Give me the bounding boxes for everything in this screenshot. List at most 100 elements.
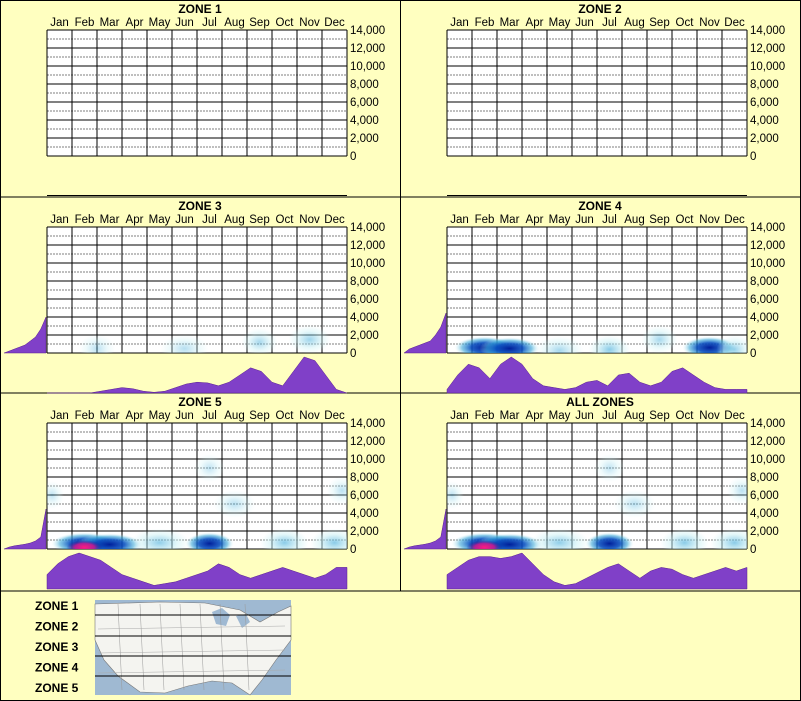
- monthly-profile: [446, 552, 748, 590]
- month-label: Oct: [676, 214, 695, 226]
- state-border: [97, 669, 286, 674]
- month-label: Mar: [100, 410, 120, 422]
- y-tick-label: 14,000: [350, 25, 385, 37]
- month-label: Jun: [575, 410, 594, 422]
- y-tick-label: 10,000: [750, 258, 785, 270]
- month-label: Jun: [575, 214, 594, 226]
- y-tick-label: 6,000: [350, 294, 379, 306]
- y-tick-label: 6,000: [750, 97, 779, 109]
- month-label: Apr: [126, 410, 144, 422]
- month-label: Jul: [602, 214, 617, 226]
- y-tick-label: 8,000: [350, 276, 379, 288]
- month-label: Jul: [602, 17, 617, 29]
- month-label: Jun: [575, 17, 594, 29]
- y-tick-label: 2,000: [750, 330, 779, 342]
- month-label: Jan: [450, 214, 469, 226]
- panel-title: ZONE 2: [578, 2, 622, 16]
- y-tick-label: 2,000: [350, 526, 379, 538]
- heat-blob: [588, 335, 631, 353]
- month-label: Apr: [126, 214, 144, 226]
- month-label: Jun: [175, 410, 194, 422]
- y-tick-label: 10,000: [350, 454, 385, 466]
- heat-layer: [447, 454, 747, 549]
- heat-blob: [241, 328, 278, 353]
- zone-panel: ZONE 2 Jan Feb Mar Apr May Jun Jul Aug Sep Oct Nov D…: [446, 2, 785, 196]
- month-label: Feb: [75, 410, 95, 422]
- y-tick-label: 0: [750, 151, 756, 163]
- heat-blob: [288, 325, 331, 353]
- month-label: Sep: [649, 214, 669, 226]
- month-label: Apr: [526, 410, 544, 422]
- month-label: Aug: [624, 410, 644, 422]
- heat-blob: [594, 454, 625, 482]
- month-label: Dec: [324, 410, 345, 422]
- heat-blob: [260, 528, 309, 549]
- month-label: Aug: [624, 17, 644, 29]
- y-tick-label: 10,000: [750, 61, 785, 73]
- month-label: Mar: [100, 214, 120, 226]
- elevation-profile: [3, 508, 47, 550]
- month-label: Nov: [699, 214, 720, 226]
- y-tick-label: 4,000: [350, 508, 379, 520]
- month-label: Oct: [276, 410, 295, 422]
- heat-blob: [79, 334, 115, 353]
- y-tick-label: 12,000: [750, 436, 785, 448]
- y-tick-label: 14,000: [750, 25, 785, 37]
- y-tick-label: 10,000: [350, 61, 385, 73]
- heat-blob: [185, 532, 234, 549]
- y-tick-label: 8,000: [350, 79, 379, 91]
- month-label: Apr: [526, 17, 544, 29]
- heat-blob: [310, 528, 347, 549]
- heat-blob: [160, 334, 209, 353]
- y-tick-label: 10,000: [350, 258, 385, 270]
- legend-zone-label: ZONE 5: [35, 681, 79, 695]
- y-tick-label: 8,000: [750, 472, 779, 484]
- month-label: Oct: [276, 17, 295, 29]
- heat-blob: [479, 337, 540, 353]
- legend-zone-label: ZONE 2: [35, 620, 79, 634]
- state-border: [97, 625, 286, 630]
- month-label: May: [149, 17, 171, 29]
- month-label: Jan: [450, 17, 469, 29]
- heat-blob: [194, 454, 225, 482]
- month-label: Feb: [475, 410, 495, 422]
- monthly-profile: [446, 356, 748, 394]
- month-label: Mar: [500, 410, 520, 422]
- zone-panel: ALL ZONES Jan Feb Mar Apr May Jun Jul Aug Sep Oct N…: [403, 395, 785, 590]
- panel-title: ALL ZONES: [566, 395, 634, 409]
- zone-panel: ZONE 5 Jan Feb Mar Apr May Jun Jul Aug Sep Oct Nov D…: [3, 395, 385, 590]
- month-label: Nov: [699, 410, 720, 422]
- zone-legend: ZONE 1 ZONE 2 ZONE 3 ZONE 4 ZONE 5: [35, 599, 79, 695]
- zone-panel: ZONE 3 Jan Feb Mar Apr May Jun Jul Aug Sep Oct Nov D…: [3, 199, 385, 394]
- us-map: [94, 600, 292, 696]
- month-label: Aug: [224, 410, 244, 422]
- month-label: Nov: [299, 410, 320, 422]
- month-label: Oct: [676, 17, 695, 29]
- heat-blob: [641, 325, 678, 353]
- month-label: Feb: [475, 214, 495, 226]
- panel-title: ZONE 1: [178, 2, 222, 16]
- y-tick-label: 8,000: [350, 472, 379, 484]
- y-tick-label: 0: [350, 151, 356, 163]
- y-tick-label: 4,000: [750, 115, 779, 127]
- month-label: Jan: [50, 17, 69, 29]
- heat-blob: [716, 335, 747, 353]
- y-tick-label: 8,000: [750, 276, 779, 288]
- month-label: Aug: [224, 17, 244, 29]
- y-tick-label: 4,000: [750, 508, 779, 520]
- elevation-profile: [3, 316, 47, 354]
- month-label: Jul: [602, 410, 617, 422]
- month-label: Nov: [299, 17, 320, 29]
- y-tick-label: 14,000: [350, 222, 385, 234]
- month-label: May: [549, 17, 571, 29]
- y-tick-label: 2,000: [750, 526, 779, 538]
- heat-blob: [660, 528, 709, 549]
- month-label: Nov: [299, 214, 320, 226]
- month-label: Jul: [202, 214, 217, 226]
- y-tick-label: 12,000: [350, 240, 385, 252]
- heat-blob: [466, 540, 503, 549]
- panel-title: ZONE 4: [578, 199, 622, 213]
- y-tick-label: 14,000: [750, 418, 785, 430]
- month-label: Sep: [249, 410, 269, 422]
